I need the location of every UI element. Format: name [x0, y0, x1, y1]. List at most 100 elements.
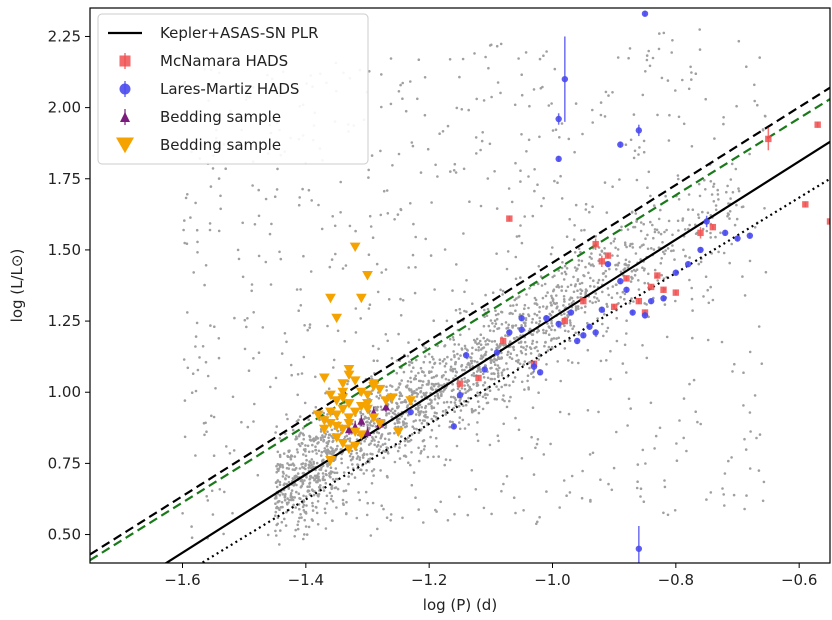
background-point	[624, 258, 628, 262]
background-point	[317, 449, 321, 453]
background-point	[722, 493, 725, 496]
background-point	[313, 478, 317, 481]
background-point	[387, 298, 391, 301]
background-point	[278, 437, 282, 440]
background-point	[748, 411, 752, 414]
background-point	[312, 493, 316, 497]
background-point	[429, 386, 433, 390]
background-point	[281, 493, 285, 496]
background-point	[440, 384, 444, 387]
fit-line-dashed-1	[90, 86, 830, 556]
background-point	[478, 368, 482, 371]
background-point	[478, 365, 481, 369]
background-point	[330, 519, 334, 522]
fit-lines	[90, 86, 830, 563]
data-point	[331, 396, 343, 406]
background-point	[619, 270, 623, 274]
background-point	[444, 413, 448, 416]
background-point	[322, 489, 326, 492]
background-point	[268, 232, 272, 236]
background-point	[601, 272, 605, 275]
background-point	[430, 417, 434, 421]
background-point	[626, 424, 629, 427]
background-point	[467, 327, 471, 331]
background-point	[460, 348, 464, 351]
background-point	[419, 386, 423, 390]
background-point	[492, 360, 496, 364]
background-point	[363, 439, 366, 443]
background-point	[395, 402, 399, 406]
background-point	[444, 386, 448, 390]
background-point	[658, 426, 662, 430]
data-point	[721, 229, 729, 237]
background-point	[333, 471, 337, 475]
background-point	[275, 425, 279, 428]
data-point	[555, 155, 562, 163]
background-point	[371, 236, 375, 239]
data-point	[684, 260, 692, 268]
background-point	[393, 409, 397, 413]
background-point	[405, 425, 409, 428]
background-point	[645, 356, 649, 360]
background-point	[390, 356, 394, 360]
background-point	[404, 109, 408, 113]
background-point	[484, 293, 487, 297]
background-point	[438, 358, 442, 362]
background-point	[379, 149, 382, 153]
background-point	[282, 452, 286, 455]
background-point	[737, 189, 741, 193]
data-point	[660, 286, 667, 293]
background-point	[633, 149, 637, 153]
background-point	[712, 182, 716, 186]
legend-entry: McNamara HADS	[119, 52, 288, 70]
background-point	[515, 354, 519, 357]
background-point	[479, 343, 483, 347]
background-point	[291, 511, 294, 514]
background-point	[576, 278, 580, 281]
background-point	[377, 450, 381, 453]
background-point	[466, 390, 469, 393]
background-point	[287, 487, 291, 490]
background-point	[407, 461, 410, 465]
background-point	[209, 185, 213, 188]
background-point	[632, 113, 636, 116]
background-point	[450, 358, 453, 361]
background-point	[186, 366, 190, 370]
background-point	[558, 309, 561, 312]
background-point	[528, 360, 532, 364]
background-point	[520, 241, 524, 245]
background-point	[331, 215, 335, 218]
background-point	[635, 178, 639, 182]
background-point	[583, 311, 587, 314]
background-point	[737, 187, 740, 190]
background-point	[524, 324, 527, 328]
background-point	[437, 396, 440, 399]
background-point	[459, 311, 462, 315]
data-point	[362, 271, 373, 281]
background-point	[196, 251, 199, 254]
data-point	[635, 127, 643, 134]
legend-label: Lares-Martiz HADS	[160, 80, 299, 98]
background-point	[325, 449, 328, 452]
background-point	[476, 439, 480, 443]
background-point	[367, 253, 371, 256]
y-tick-label: 1.75	[48, 170, 81, 188]
background-point	[634, 269, 637, 273]
data-point	[331, 313, 343, 324]
background-point	[406, 404, 410, 407]
background-point	[605, 302, 608, 306]
data-point	[337, 404, 349, 415]
background-point	[611, 185, 614, 188]
background-point	[626, 266, 630, 269]
background-point	[584, 305, 587, 308]
background-point	[293, 535, 297, 538]
background-point	[453, 162, 457, 166]
background-point	[520, 457, 524, 460]
data-point	[635, 297, 643, 305]
background-point	[422, 521, 425, 524]
background-point	[339, 180, 343, 184]
background-point	[427, 381, 431, 384]
background-point	[252, 420, 255, 423]
background-point	[545, 305, 549, 309]
background-point	[194, 335, 198, 338]
